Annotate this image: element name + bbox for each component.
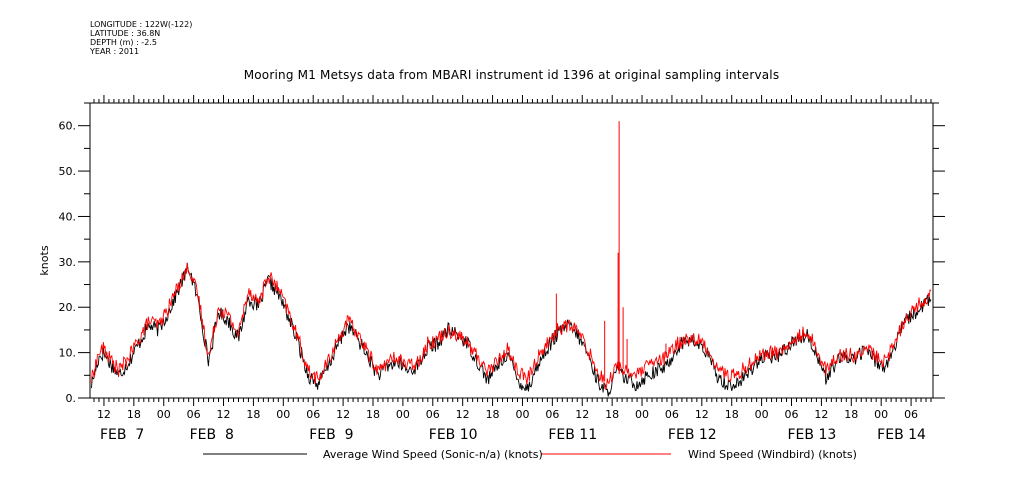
legend-black-label: Average Wind Speed (Sonic-n/a) (knots) bbox=[323, 448, 543, 461]
x-hour-label: 18 bbox=[725, 408, 739, 421]
y-tick-label: 40. bbox=[59, 210, 77, 223]
metadata-block: LONGITUDE : 122W(-122) LATITUDE : 36.8N … bbox=[90, 20, 192, 56]
x-axis: 12 18 00 06 12 18 00 06 12 18 00 06 12 18 00 06 12 18 00 06… bbox=[93, 95, 932, 443]
depth-text: DEPTH (m) : -2.5 bbox=[90, 38, 157, 47]
x-date-label: FEB 13 bbox=[788, 427, 837, 443]
x-hour-label: 00 bbox=[874, 408, 888, 421]
x-hour-label: 06 bbox=[306, 408, 320, 421]
x-hour-label: 06 bbox=[904, 408, 918, 421]
plot-frame bbox=[89, 102, 934, 399]
x-hour-label: 00 bbox=[276, 408, 290, 421]
legend-red-label: Wind Speed (Windbird) (knots) bbox=[688, 448, 857, 461]
y-tick-label: 30. bbox=[59, 256, 77, 269]
x-hour-label: 12 bbox=[97, 408, 111, 421]
x-hour-label: 00 bbox=[755, 408, 769, 421]
x-hour-label: 12 bbox=[217, 408, 231, 421]
x-hour-label: 18 bbox=[486, 408, 500, 421]
latitude-text: LATITUDE : 36.8N bbox=[90, 29, 161, 38]
series-average-wind-speed bbox=[91, 262, 932, 397]
x-hour-label: 12 bbox=[814, 408, 828, 421]
x-hour-label: 06 bbox=[785, 408, 799, 421]
x-date-label: FEB 11 bbox=[548, 427, 597, 443]
year-text: YEAR : 2011 bbox=[90, 47, 140, 56]
x-hour-label: 12 bbox=[575, 408, 589, 421]
y-tick-label: 10. bbox=[59, 347, 77, 360]
x-hour-label: 12 bbox=[695, 408, 709, 421]
longitude-text: LONGITUDE : 122W(-122) bbox=[90, 20, 193, 29]
y-axis-label: knots bbox=[38, 245, 51, 275]
x-hour-label: 18 bbox=[844, 408, 858, 421]
x-hour-label: 00 bbox=[515, 408, 529, 421]
x-hour-label: 18 bbox=[127, 408, 141, 421]
x-date-label: FEB 8 bbox=[190, 427, 234, 443]
x-hour-label: 18 bbox=[366, 408, 380, 421]
x-date-label: FEB 14 bbox=[877, 427, 926, 443]
x-hour-label: 06 bbox=[545, 408, 559, 421]
x-hour-label: 12 bbox=[456, 408, 470, 421]
x-hour-label: 00 bbox=[157, 408, 171, 421]
x-hour-label: 12 bbox=[336, 408, 350, 421]
x-date-label: FEB 12 bbox=[668, 427, 717, 443]
x-hour-label: 06 bbox=[665, 408, 679, 421]
y-tick-label: 60. bbox=[59, 120, 77, 133]
x-date-label: FEB 9 bbox=[309, 427, 353, 443]
x-hour-label: 18 bbox=[605, 408, 619, 421]
y-axis: 0. 10. 20. 30. 40. 50. 60. bbox=[59, 102, 945, 405]
y-tick-label: 20. bbox=[59, 301, 77, 314]
x-hour-label: 06 bbox=[187, 408, 201, 421]
x-date-label: FEB 10 bbox=[429, 427, 478, 443]
y-tick-label: 0. bbox=[66, 392, 77, 405]
x-date-label: FEB 7 bbox=[100, 427, 144, 443]
x-hour-label: 06 bbox=[426, 408, 440, 421]
chart-title: Mooring M1 Metsys data from MBARI instru… bbox=[243, 68, 780, 82]
y-tick-label: 50. bbox=[59, 165, 77, 178]
x-hour-label: 00 bbox=[635, 408, 649, 421]
x-hour-label: 18 bbox=[246, 408, 260, 421]
series-layer bbox=[91, 121, 932, 397]
series-windbird-wind-speed bbox=[91, 262, 932, 391]
x-hour-label: 00 bbox=[396, 408, 410, 421]
plot-border bbox=[89, 102, 934, 399]
